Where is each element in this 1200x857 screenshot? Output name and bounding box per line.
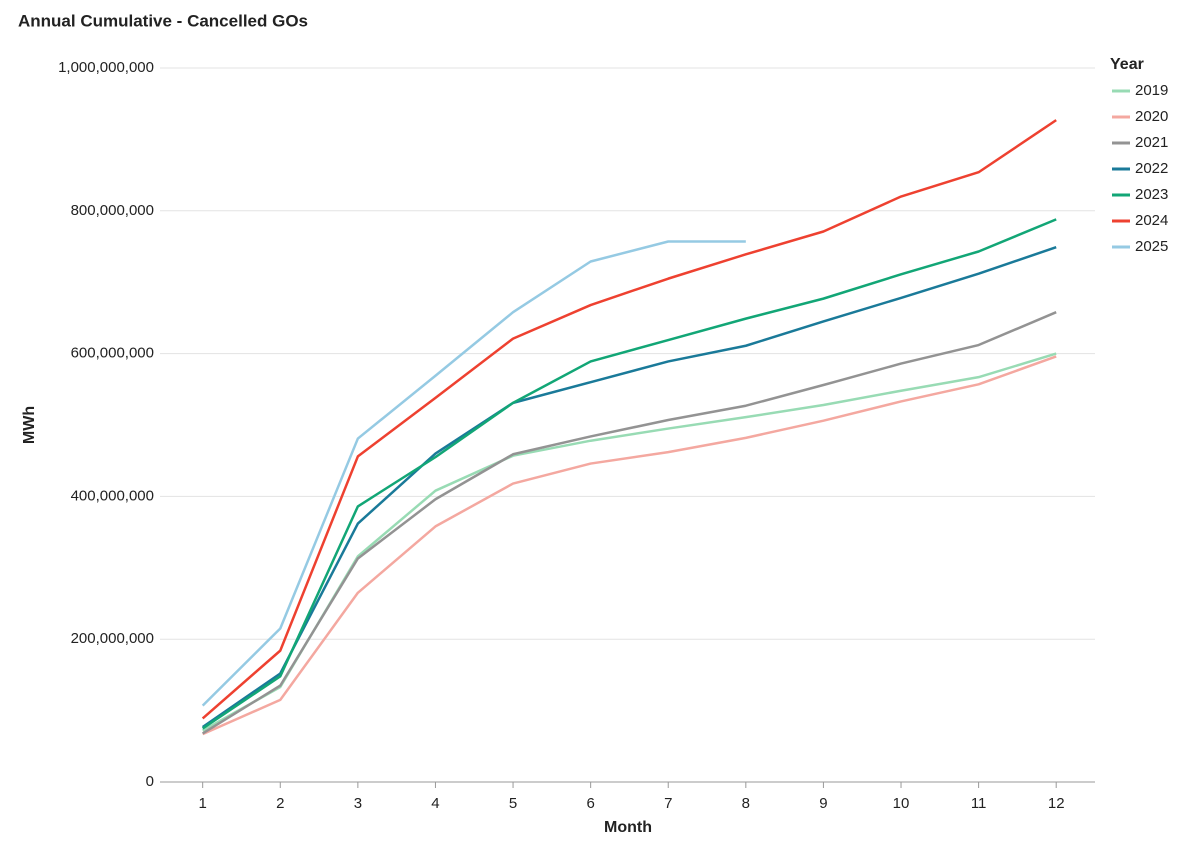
x-tick-label: 10	[893, 795, 910, 812]
chart-title: Annual Cumulative - Cancelled GOs	[18, 11, 308, 30]
legend-label: 2022	[1135, 160, 1168, 177]
x-axis-label: Month	[604, 819, 652, 836]
y-tick-label: 200,000,000	[71, 630, 154, 647]
x-tick-label: 2	[276, 795, 284, 812]
series-line	[202, 352, 1057, 732]
x-tick-label: 5	[509, 795, 517, 812]
x-tick-label: 8	[742, 795, 750, 812]
y-tick-label: 1,000,000,000	[58, 59, 154, 76]
legend-label: 2021	[1135, 134, 1168, 151]
y-tick-label: 800,000,000	[71, 202, 154, 219]
series-line	[201, 218, 1057, 730]
x-tick-label: 4	[431, 795, 439, 812]
legend-label: 2025	[1135, 238, 1168, 255]
series-line	[202, 311, 1057, 735]
x-tick-label: 1	[199, 795, 207, 812]
legend-label: 2019	[1135, 82, 1168, 99]
legend-label: 2023	[1135, 186, 1168, 203]
y-tick-label: 400,000,000	[71, 487, 154, 504]
x-tick-label: 6	[586, 795, 594, 812]
series-line	[201, 240, 746, 707]
x-tick-label: 7	[664, 795, 672, 812]
legend-label: 2020	[1135, 108, 1168, 125]
y-tick-label: 0	[146, 773, 154, 790]
legend-title: Year	[1110, 56, 1144, 73]
x-tick-label: 3	[354, 795, 362, 812]
x-tick-label: 12	[1048, 795, 1065, 812]
legend-label: 2024	[1135, 212, 1168, 229]
y-axis-label: MWh	[21, 406, 38, 444]
series-line	[201, 246, 1057, 729]
y-tick-label: 600,000,000	[71, 345, 154, 362]
series-line	[202, 355, 1057, 736]
x-tick-label: 9	[819, 795, 827, 812]
x-tick-label: 11	[971, 795, 987, 812]
series-line	[201, 119, 1057, 720]
